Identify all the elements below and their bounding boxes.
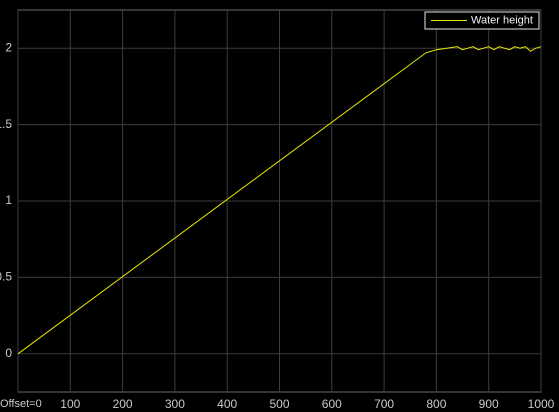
- x-tick-label: 1000: [528, 397, 555, 411]
- offset-annotation: Offset=0: [0, 398, 42, 410]
- grid: [17, 10, 542, 392]
- legend-box: [424, 11, 540, 30]
- x-tick-label: 100: [60, 397, 80, 411]
- x-tick-label: 300: [165, 397, 185, 411]
- legend-label: Water height: [471, 14, 533, 26]
- y-tick-label: 1.5: [0, 117, 12, 131]
- y-tick-label: 0: [5, 346, 12, 360]
- data-line: [17, 46, 542, 355]
- x-tick-label: 700: [374, 397, 394, 411]
- x-tick-label: 900: [479, 397, 499, 411]
- y-tick-label: 2: [5, 40, 12, 54]
- x-tick-label: 400: [217, 397, 237, 411]
- x-tick-label: 500: [269, 397, 289, 411]
- y-tick-label: 0.5: [0, 270, 12, 284]
- y-tick-label: 1: [5, 193, 12, 207]
- marks: [17, 46, 542, 355]
- x-tick-label: 800: [426, 397, 446, 411]
- x-tick-label: 600: [322, 397, 342, 411]
- x-tick-label: 200: [113, 397, 133, 411]
